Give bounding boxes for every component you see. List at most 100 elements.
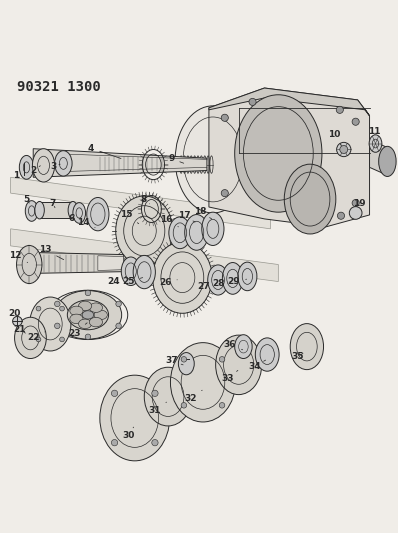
Text: 33: 33 [221,370,238,383]
Ellipse shape [100,375,170,461]
Ellipse shape [369,135,382,152]
Circle shape [181,357,187,362]
Ellipse shape [235,335,252,359]
Text: 26: 26 [159,278,177,287]
Text: 13: 13 [39,245,64,260]
Text: 22: 22 [27,332,45,342]
Ellipse shape [35,201,44,219]
Circle shape [352,118,359,125]
Ellipse shape [222,263,243,294]
Ellipse shape [55,151,72,176]
Text: 7: 7 [50,199,56,208]
Circle shape [36,337,41,342]
Ellipse shape [256,338,279,371]
Polygon shape [369,140,387,175]
Ellipse shape [78,301,92,311]
Ellipse shape [202,212,224,246]
Text: 3: 3 [50,162,60,171]
Polygon shape [209,88,369,116]
Ellipse shape [87,198,109,231]
Circle shape [221,114,228,122]
Polygon shape [33,149,207,177]
Polygon shape [39,253,124,273]
Ellipse shape [290,324,324,369]
Text: 35: 35 [291,352,304,361]
Text: 20: 20 [8,309,21,318]
Circle shape [152,440,158,446]
Circle shape [352,199,359,207]
Circle shape [181,402,187,408]
Ellipse shape [68,201,78,219]
Text: 2: 2 [30,166,40,175]
Text: 10: 10 [328,131,341,145]
Ellipse shape [25,200,38,221]
Polygon shape [11,229,278,281]
Text: 32: 32 [184,390,202,402]
Text: 21: 21 [14,325,26,334]
Ellipse shape [337,142,351,157]
Ellipse shape [169,217,191,249]
Circle shape [338,212,345,219]
Ellipse shape [17,246,42,284]
Circle shape [55,301,60,306]
Ellipse shape [170,343,236,422]
Circle shape [60,306,64,311]
Circle shape [60,337,64,342]
Text: 15: 15 [120,211,139,224]
Text: 6: 6 [68,214,74,223]
Ellipse shape [121,257,140,286]
Polygon shape [209,88,369,227]
Circle shape [85,290,91,296]
Text: 9: 9 [168,154,184,163]
Circle shape [55,323,60,329]
Circle shape [219,402,225,408]
Ellipse shape [20,156,33,179]
Circle shape [116,323,121,329]
Ellipse shape [73,203,86,223]
Ellipse shape [29,297,71,351]
Text: 18: 18 [194,207,212,219]
Ellipse shape [15,317,46,359]
Ellipse shape [82,311,94,319]
Ellipse shape [67,300,109,330]
Text: 30: 30 [122,427,135,440]
Text: 14: 14 [77,217,95,228]
Text: 12: 12 [10,251,28,263]
Ellipse shape [349,207,362,219]
Ellipse shape [70,306,83,316]
Ellipse shape [70,314,83,324]
Circle shape [111,440,118,446]
Polygon shape [11,177,270,229]
Circle shape [249,98,256,106]
Ellipse shape [116,196,173,266]
Text: 31: 31 [148,402,166,415]
Ellipse shape [78,319,92,329]
Text: 5: 5 [23,195,29,204]
Ellipse shape [378,147,396,176]
Ellipse shape [238,262,257,290]
Text: 8: 8 [140,195,149,204]
Ellipse shape [284,164,336,234]
Ellipse shape [178,352,194,375]
Ellipse shape [89,303,103,312]
Ellipse shape [216,335,261,394]
Polygon shape [98,256,124,270]
Circle shape [336,106,343,114]
Text: 36: 36 [224,340,243,350]
Ellipse shape [208,265,228,295]
Text: 27: 27 [197,282,217,291]
Ellipse shape [54,290,122,339]
Text: 16: 16 [160,215,178,227]
Circle shape [36,306,41,311]
Text: 19: 19 [353,198,366,207]
Text: 23: 23 [68,323,87,337]
Text: 11: 11 [368,127,380,136]
Circle shape [219,357,225,362]
Text: 24: 24 [107,276,126,286]
Circle shape [111,390,118,397]
Ellipse shape [340,146,348,154]
Circle shape [13,317,22,326]
Ellipse shape [144,367,192,426]
Ellipse shape [175,106,251,213]
Ellipse shape [235,95,322,212]
